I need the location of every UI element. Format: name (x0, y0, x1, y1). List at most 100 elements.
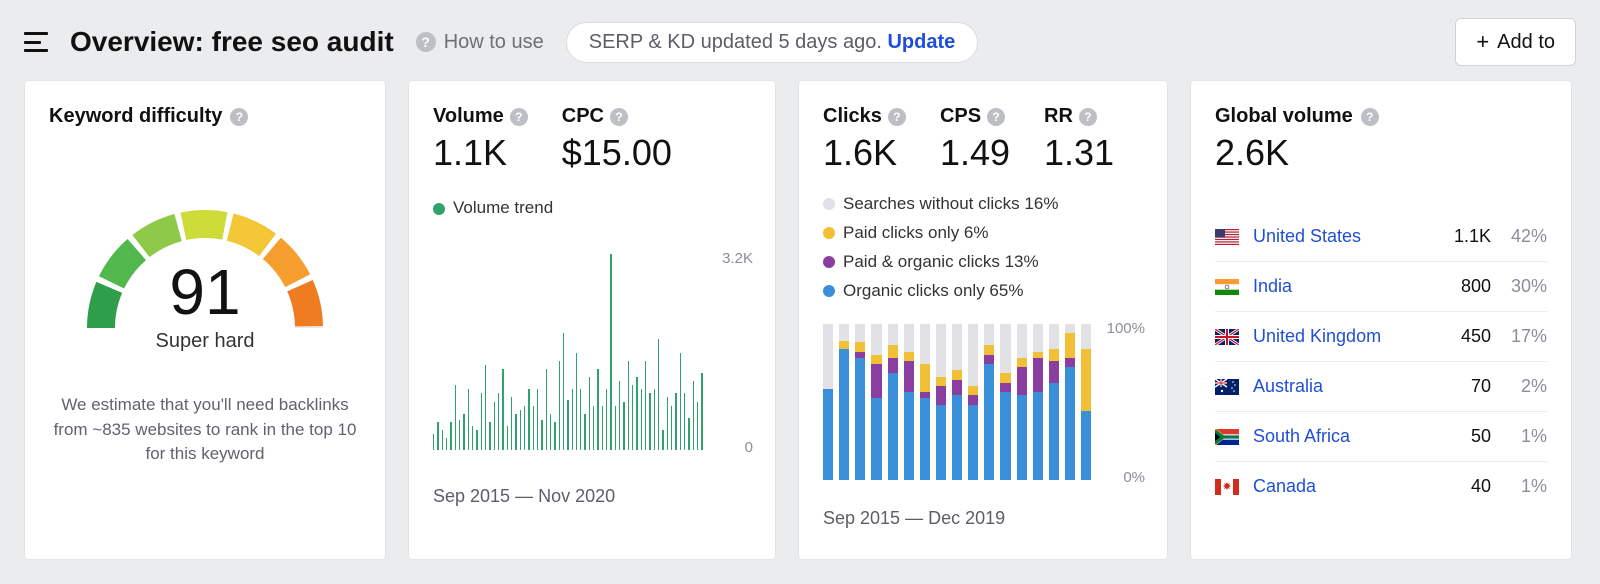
gv-value: 2.6K (1215, 132, 1547, 174)
help-icon[interactable]: ? (610, 108, 628, 126)
click-segment (904, 392, 914, 479)
kd-title-text: Keyword difficulty (49, 105, 222, 128)
volume-chart: 3.2K 0 (433, 244, 751, 474)
click-segment (839, 324, 849, 341)
clicks-label: Clicks? (823, 105, 906, 128)
cps-value: 1.49 (940, 132, 1010, 174)
volume-bar (498, 393, 499, 450)
country-link[interactable]: South Africa (1253, 426, 1431, 447)
legend-item: Paid clicks only 6% (823, 219, 1143, 248)
click-segment (952, 324, 962, 371)
volume-bar (463, 414, 464, 450)
click-segment (1000, 373, 1010, 382)
axis-min: 0% (1123, 469, 1145, 486)
update-pill: SERP & KD updated 5 days ago. Update (566, 22, 979, 63)
rr-value: 1.31 (1044, 132, 1114, 174)
add-to-button[interactable]: + Add to (1455, 18, 1576, 66)
help-icon[interactable]: ? (230, 108, 248, 126)
volume-bar (481, 393, 482, 450)
click-segment (1017, 358, 1027, 367)
click-segment (936, 324, 946, 377)
click-segment (1065, 358, 1075, 367)
help-icon[interactable]: ? (888, 108, 906, 126)
gv-title: Global volume ? (1215, 105, 1547, 128)
click-segment (1049, 383, 1059, 480)
click-segment (871, 364, 881, 398)
volume-bar (572, 389, 573, 450)
country-row: United Kingdom45017% (1215, 312, 1547, 362)
volume-bar (537, 389, 538, 450)
legend-item: Organic clicks only 65% (823, 277, 1143, 306)
click-segment (968, 395, 978, 404)
legend-label: Searches without clicks 16% (843, 190, 1058, 219)
volume-bar (615, 406, 616, 450)
click-segment (936, 405, 946, 480)
how-to-use-link[interactable]: ? How to use (416, 31, 544, 54)
legend-dot (823, 256, 835, 268)
help-icon: ? (416, 32, 436, 52)
click-column (904, 324, 914, 480)
cpc-value: $15.00 (562, 132, 672, 174)
country-volume: 50 (1431, 426, 1491, 447)
country-row: Canada401% (1215, 462, 1547, 511)
help-icon[interactable]: ? (1079, 108, 1097, 126)
country-row: South Africa501% (1215, 412, 1547, 462)
volume-bar (593, 406, 594, 450)
click-column (855, 324, 865, 480)
click-segment (871, 398, 881, 479)
click-segment (855, 358, 865, 480)
click-column (936, 324, 946, 480)
click-column (1081, 324, 1091, 480)
volume-bar (528, 389, 529, 450)
volume-bars (433, 254, 703, 450)
click-segment (1017, 324, 1027, 358)
country-link[interactable]: Australia (1253, 376, 1431, 397)
country-link[interactable]: United States (1253, 226, 1431, 247)
volume-bar (701, 373, 702, 450)
click-column (823, 324, 833, 480)
help-icon[interactable]: ? (510, 108, 528, 126)
volume-bar (550, 414, 551, 450)
volume-bar (671, 406, 672, 450)
click-segment (888, 373, 898, 479)
cps-label: CPS? (940, 105, 1010, 128)
volume-bar (680, 353, 681, 450)
help-icon[interactable]: ? (1361, 108, 1379, 126)
country-link[interactable]: India (1253, 276, 1431, 297)
volume-bar (576, 353, 577, 450)
click-column (968, 324, 978, 480)
click-segment (1065, 367, 1075, 479)
click-segment (1000, 392, 1010, 479)
volume-bar (563, 333, 564, 450)
volume-bar (533, 406, 534, 450)
clicks-card: Clicks? 1.6K CPS? 1.49 RR? 1.31 Searches… (798, 80, 1168, 560)
country-percent: 1% (1491, 476, 1547, 497)
click-segment (904, 324, 914, 352)
click-segment (1000, 324, 1010, 374)
clicks-value: 1.6K (823, 132, 906, 174)
click-segment (968, 324, 978, 386)
country-link[interactable]: United Kingdom (1253, 326, 1431, 347)
volume-bar (641, 389, 642, 450)
global-volume-card: Global volume ? 2.6K United States1.1K42… (1190, 80, 1572, 560)
volume-bar (684, 393, 685, 450)
country-percent: 42% (1491, 226, 1547, 247)
volume-bar (472, 426, 473, 450)
axis-max: 3.2K (722, 250, 753, 267)
volume-value: 1.1K (433, 132, 528, 174)
volume-bar (446, 438, 447, 450)
volume-legend: Volume trend (433, 198, 751, 218)
click-segment (855, 324, 865, 343)
menu-icon[interactable] (24, 32, 48, 52)
country-percent: 2% (1491, 376, 1547, 397)
page-title: Overview: free seo audit (70, 26, 394, 58)
country-row: India80030% (1215, 262, 1547, 312)
update-link[interactable]: Update (887, 31, 955, 53)
click-segment (1049, 361, 1059, 383)
volume-card: Volume? 1.1K CPC? $15.00 Volume trend 3.… (408, 80, 776, 560)
help-icon[interactable]: ? (987, 108, 1005, 126)
country-link[interactable]: Canada (1253, 476, 1431, 497)
legend-dot (823, 285, 835, 297)
volume-bar (554, 422, 555, 450)
axis-max: 100% (1107, 320, 1145, 337)
